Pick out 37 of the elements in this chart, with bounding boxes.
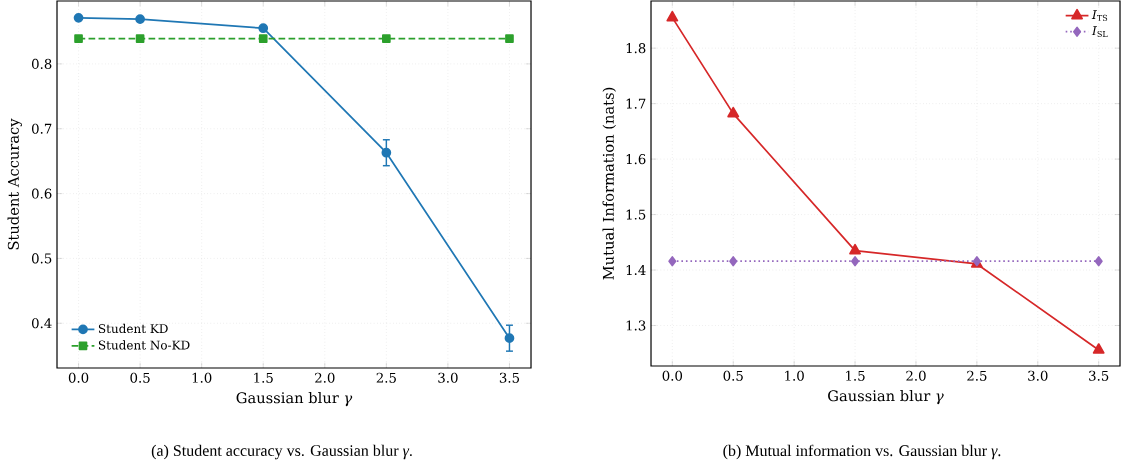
y-axis-title: Student Accuracy [7,118,22,250]
x-axis-title: Gaussian blur γ [828,389,944,405]
y-tick-label: 1.8 [626,43,646,54]
x-tick-label: 2.0 [906,370,926,381]
y-tick-label: 1.5 [626,209,646,220]
x-tick-label: 2.5 [376,372,396,383]
x-tick-label: 3.0 [438,372,458,383]
y-tick-label: 0.7 [31,123,52,134]
x-axis-title: Gaussian blur γ [236,391,353,407]
y-tick-label: 1.4 [626,264,646,276]
x-tick-label: 3.0 [1028,370,1048,381]
legend-label: I$_{SL}$ [1091,26,1108,37]
y-tick-label: 0.4 [31,318,52,329]
text: (b) Mutual information vs. Gaussian blur γ. [723,444,1001,460]
x-tick-label: 2.5 [967,370,987,381]
x-tick-label: 3.5 [1089,370,1109,381]
y-tick-label: 1.6 [626,154,646,165]
y-tick-label: 0.6 [31,188,52,199]
y-tick-label: 1.3 [626,320,646,331]
x-tick-label: 1.0 [785,370,804,381]
y-tick-label: 0.5 [31,253,52,264]
x-tick-label: 1.5 [846,370,865,381]
x-tick-label: 0.5 [130,372,150,383]
x-tick-label: 1.0 [192,372,212,383]
y-tick-label: 1.7 [626,98,646,109]
legend-label: Student KD [98,323,168,334]
y-tick-label: 0.8 [31,58,52,69]
legend-label: I$_{TS}$ [1091,10,1108,21]
x-tick-label: 0.0 [68,372,89,383]
x-tick-label: 1.5 [254,372,273,383]
x-tick-label: 3.5 [499,372,520,383]
x-tick-label: 2.0 [315,372,335,383]
legend-label: Student No-KD [98,340,190,350]
text: (a) Student accuracy vs. Gaussian blur γ. [151,444,412,460]
y-axis-title: Mutual Information (nats) [602,87,616,280]
x-tick-label: 0.5 [723,370,743,381]
x-tick-label: 0.0 [662,370,683,381]
